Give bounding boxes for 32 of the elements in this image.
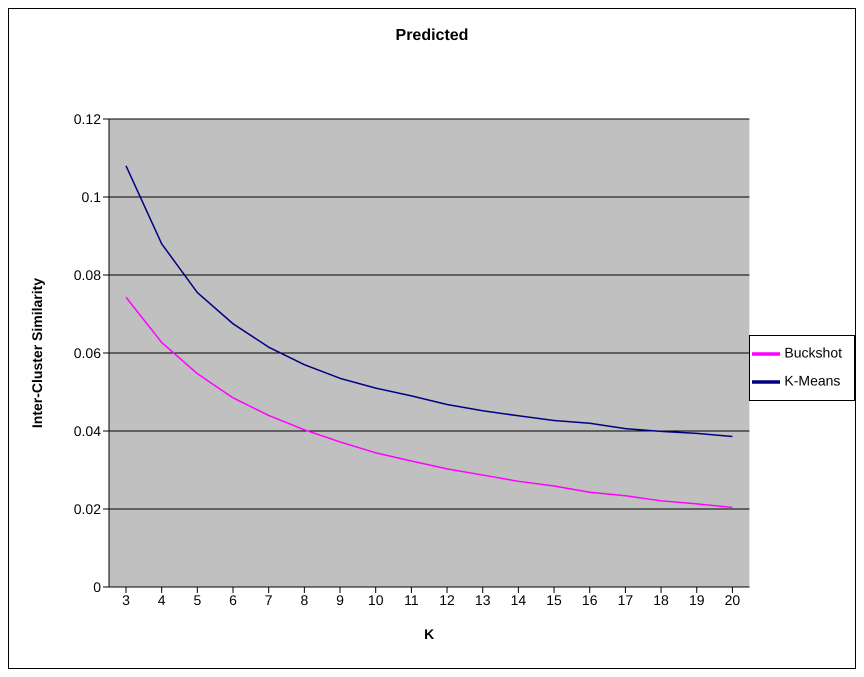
x-tick-label: 7 <box>264 592 273 608</box>
x-tick-label: 19 <box>688 592 705 608</box>
x-tick-label: 17 <box>618 592 634 608</box>
x-tick-label: 6 <box>229 592 238 608</box>
x-tick-label: 15 <box>546 592 562 608</box>
x-tick-label: 11 <box>404 592 419 608</box>
line-series <box>125 296 734 508</box>
x-tick-label: 14 <box>510 592 526 608</box>
x-tick-label: 3 <box>122 592 130 608</box>
y-tick-label: 0.06 <box>74 344 102 361</box>
x-tick-label: 18 <box>653 592 670 608</box>
y-tick-label: 0.1 <box>82 188 102 205</box>
x-tick-label: 12 <box>439 592 456 608</box>
y-tick-label: 0 <box>93 578 102 595</box>
x-tick-label: 10 <box>368 592 384 608</box>
chart-title: Predicted <box>394 27 470 45</box>
legend-label: Buckshot <box>784 344 842 361</box>
y-tick-label: 0.04 <box>74 422 102 439</box>
x-axis-title: K <box>424 626 434 642</box>
legend-label: K-Means <box>784 372 840 389</box>
x-tick-label: 8 <box>300 592 308 608</box>
x-tick-label: 4 <box>158 592 166 608</box>
x-tick-label: 20 <box>724 592 740 608</box>
line-series <box>125 165 734 438</box>
x-tick-label: 13 <box>474 592 491 608</box>
x-tick-label: 16 <box>582 592 598 608</box>
x-tick-label: 5 <box>193 592 202 608</box>
y-tick-label: 0.02 <box>74 500 102 517</box>
y-tick-label: 0.12 <box>74 110 102 127</box>
y-tick-label: 0.08 <box>74 266 102 283</box>
x-tick-label: 9 <box>336 592 344 608</box>
y-axis-title: Inter-Cluster Similarity <box>28 278 45 428</box>
